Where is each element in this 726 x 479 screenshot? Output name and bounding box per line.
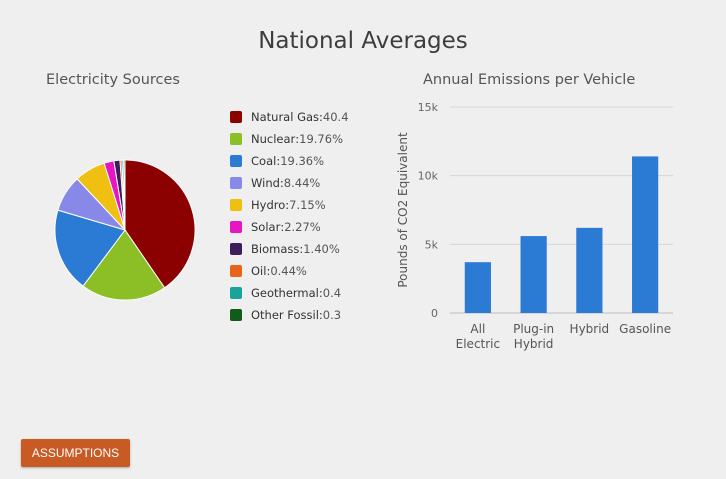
assumptions-button[interactable]: ASSUMPTIONS	[21, 439, 130, 467]
bar-chart-title: Annual Emissions per Vehicle	[423, 72, 636, 88]
bar[interactable]	[576, 227, 603, 313]
legend-item[interactable]: Oil: 0.44%	[230, 260, 348, 282]
emissions-bar-chart: 0 5k 10k 15k Pounds of CO2 Equivalent AllElec…	[396, 101, 673, 351]
legend-separator: :	[285, 198, 290, 212]
legend-swatch	[230, 309, 242, 321]
legend-separator: :	[266, 264, 271, 278]
legend-item[interactable]: Other Fossil: 0.3	[230, 304, 348, 326]
legend-separator: :	[319, 110, 323, 124]
legend-item[interactable]: Natural Gas: 40.4	[230, 106, 348, 128]
legend-item[interactable]: Nuclear: 19.76%	[230, 128, 348, 150]
pie-slice-other-fossil[interactable]	[123, 159, 126, 231]
bar[interactable]	[632, 156, 659, 313]
y-tick-label: 15k	[418, 101, 439, 114]
legend-value: 0.4	[322, 286, 342, 300]
page-title: National Averages	[258, 28, 468, 54]
legend-swatch	[230, 221, 242, 233]
legend-value: 7.15%	[289, 198, 326, 212]
legend-label: Coal	[251, 154, 277, 168]
legend-swatch	[230, 243, 242, 255]
legend-value: 8.44%	[283, 176, 321, 190]
x-tick-label: Hybrid	[570, 322, 610, 336]
legend-label: Natural Gas	[251, 110, 320, 124]
legend-separator: :	[276, 154, 281, 168]
legend-swatch	[230, 111, 242, 123]
legend-value: 0.3	[322, 308, 342, 322]
legend-item[interactable]: Biomass: 1.40%	[230, 238, 348, 260]
legend-label: Nuclear	[251, 132, 296, 146]
legend-item[interactable]: Hydro: 7.15%	[230, 194, 348, 216]
legend-value: 40.4	[322, 110, 348, 124]
legend-value: 1.40%	[303, 242, 340, 256]
legend-separator: :	[318, 308, 323, 322]
legend-item[interactable]: Coal: 19.36%	[230, 150, 348, 172]
legend-label: Wind	[251, 176, 280, 190]
legend-swatch	[230, 133, 242, 145]
legend-value: 19.76%	[299, 132, 343, 146]
x-tick-label: Plug-in	[513, 322, 554, 336]
pie-slice-nuclear[interactable]	[82, 229, 166, 301]
electricity-sources-pie-chart	[54, 159, 196, 301]
legend-item[interactable]: Geothermal: 0.4	[230, 282, 348, 304]
legend-label: Oil	[251, 264, 267, 278]
pie-slice-coal[interactable]	[54, 209, 126, 287]
pie-chart-title: Electricity Sources	[46, 72, 180, 88]
x-tick-label: All	[470, 322, 485, 336]
x-tick-label: Gasoline	[619, 322, 671, 336]
legend-label: Geothermal	[251, 286, 319, 300]
x-tick-label: Electric	[456, 337, 500, 351]
legend-value: 19.36%	[280, 154, 325, 168]
legend-swatch	[230, 155, 242, 167]
legend-separator: :	[295, 132, 300, 146]
legend-swatch	[230, 177, 242, 189]
y-tick-label: 0	[431, 307, 438, 320]
y-axis-label: Pounds of CO2 Equivalent	[396, 132, 410, 288]
bar[interactable]	[464, 262, 491, 313]
x-tick-label: Hybrid	[514, 337, 554, 351]
legend-value: 2.27%	[284, 220, 321, 234]
legend-separator: :	[280, 220, 285, 234]
legend-separator: :	[279, 176, 284, 190]
legend-item[interactable]: Wind: 8.44%	[230, 172, 348, 194]
legend-label: Biomass	[251, 242, 300, 256]
legend-swatch	[230, 199, 242, 211]
legend-label: Other Fossil	[251, 308, 319, 322]
y-tick-label: 10k	[418, 170, 439, 183]
legend-value: 0.44%	[270, 264, 307, 278]
legend-label: Hydro	[251, 198, 286, 212]
bar[interactable]	[520, 236, 547, 313]
legend-item[interactable]: Solar: 2.27%	[230, 216, 348, 238]
legend-swatch	[230, 287, 242, 299]
pie-legend: Natural Gas: 40.4 Nuclear: 19.76% Coal: 19…	[230, 106, 348, 326]
legend-separator: :	[299, 242, 304, 256]
y-tick-label: 5k	[425, 238, 439, 251]
legend-swatch	[230, 265, 242, 277]
pie-slice-natural-gas[interactable]	[124, 159, 196, 289]
legend-separator: :	[318, 286, 323, 300]
legend-label: Solar	[251, 220, 281, 234]
